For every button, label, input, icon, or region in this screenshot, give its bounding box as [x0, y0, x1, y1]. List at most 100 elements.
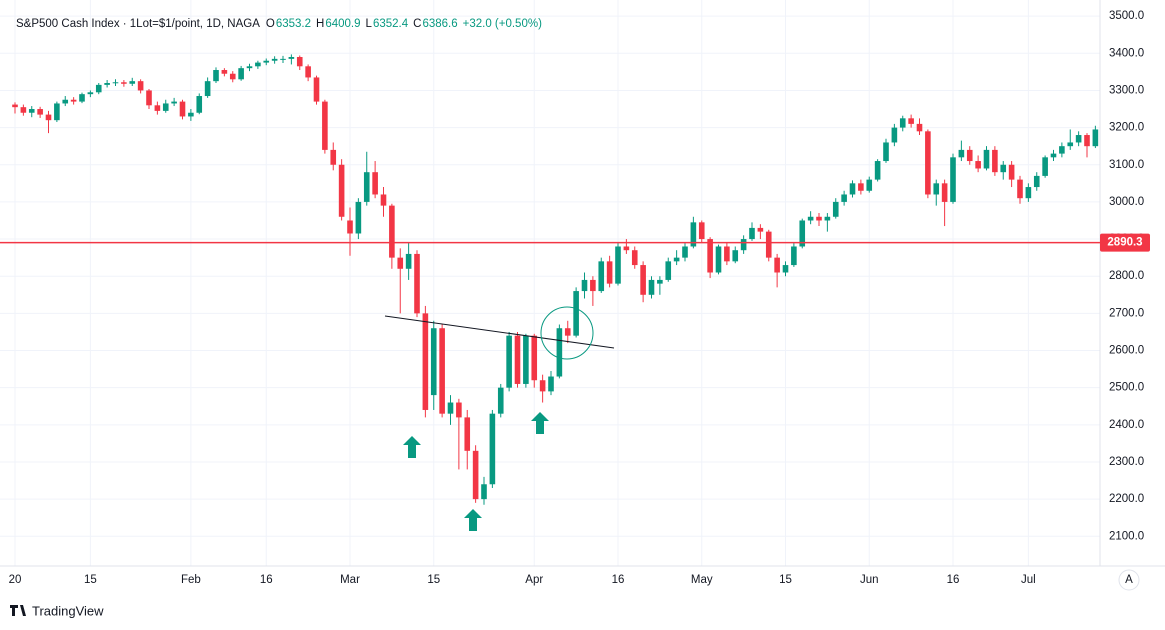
candle-body	[363, 172, 370, 202]
candle-body	[1092, 129, 1099, 147]
y-tick-label: 3200.0	[1109, 122, 1144, 134]
candle-body	[347, 220, 353, 234]
candle-body	[28, 109, 35, 113]
legend-key: L	[366, 18, 373, 30]
candle-body	[858, 183, 864, 191]
candle-body	[464, 417, 471, 451]
candle-body	[983, 149, 990, 169]
x-tick-label: 20	[9, 574, 22, 586]
candle-body	[740, 239, 747, 251]
neckline	[384, 315, 615, 349]
candle-body	[196, 96, 203, 113]
candle-body	[146, 90, 152, 106]
candle-body	[37, 109, 43, 115]
candle-body	[95, 84, 102, 93]
candle-body	[799, 220, 806, 247]
y-tick-label: 2100.0	[1109, 530, 1144, 542]
candle-body	[1050, 153, 1057, 158]
candle-body	[1008, 164, 1015, 180]
candle-body	[732, 250, 739, 262]
candle-body	[263, 60, 270, 63]
y-tick-label: 3100.0	[1109, 159, 1144, 171]
candle-body	[405, 253, 412, 269]
y-tick-label: 2200.0	[1109, 493, 1144, 505]
candle-body	[20, 107, 27, 113]
level-label-box	[1100, 233, 1150, 252]
x-tick-label: Mar	[340, 574, 360, 586]
y-tick-label: 2500.0	[1109, 382, 1144, 394]
candle-body	[62, 99, 69, 104]
candle-body	[221, 70, 228, 74]
legend-key: H	[316, 18, 324, 30]
x-tick-label: 16	[260, 574, 273, 586]
candle-body	[899, 118, 906, 128]
candle-body	[1017, 179, 1023, 199]
candle-body	[372, 172, 378, 195]
candle-body	[1000, 164, 1007, 173]
y-tick-label: 2400.0	[1109, 419, 1144, 431]
chart-title: S&P500 Cash Index · 1Lot=$1/point, 1D, N…	[16, 18, 260, 30]
candle-body	[204, 81, 211, 97]
x-tick-label: 15	[427, 574, 440, 586]
plot	[12, 54, 1099, 505]
arrow-up	[531, 412, 549, 434]
candle-body	[816, 216, 822, 221]
candle-body	[933, 183, 940, 195]
candle-body	[556, 328, 563, 377]
candle-body	[992, 149, 998, 173]
candle-body	[104, 83, 110, 85]
candle-body	[112, 82, 119, 84]
candle-body	[121, 82, 127, 84]
candle-body	[179, 101, 186, 117]
candle-body	[941, 183, 948, 202]
y-tick-label: 3000.0	[1109, 196, 1144, 208]
candle-body	[623, 246, 630, 251]
candle-body	[162, 103, 169, 111]
candle-body	[673, 257, 680, 262]
candle-body	[749, 227, 755, 240]
x-tick-label: Apr	[525, 574, 543, 586]
candle-body	[832, 201, 839, 217]
arrow-up	[464, 509, 482, 531]
candle-body	[841, 194, 847, 202]
candle-body	[573, 291, 579, 336]
x-tick-label: Jul	[1021, 574, 1036, 586]
candle-body	[1033, 175, 1040, 188]
candle-body	[707, 239, 713, 273]
x-tick-label: 15	[84, 574, 97, 586]
candle-body	[925, 131, 931, 195]
candle-body	[648, 279, 655, 295]
candle-body	[891, 127, 898, 143]
candle-body	[564, 328, 571, 336]
level-label: 2890.3	[1107, 237, 1142, 249]
candle-body	[154, 105, 161, 111]
y-tick-label: 3300.0	[1109, 84, 1144, 96]
candle-body	[1042, 157, 1048, 176]
candle-body	[883, 142, 889, 162]
legend-value: 6353.2	[276, 18, 311, 30]
brand-logo	[10, 605, 26, 616]
candle-body	[389, 205, 395, 258]
candle-body	[380, 194, 387, 206]
candle-body	[355, 201, 362, 234]
candle-body	[724, 246, 730, 262]
candle-body	[414, 253, 420, 314]
candle-body	[682, 246, 688, 258]
y-tick-label: 3400.0	[1109, 47, 1144, 59]
candle-body	[1075, 135, 1082, 143]
auto-scale-label[interactable]: A	[1125, 574, 1133, 586]
x-tick-label: May	[691, 574, 713, 586]
candle-body	[171, 101, 177, 104]
candle-body	[791, 246, 797, 266]
candle-body	[975, 161, 981, 169]
x-tick-label: Feb	[181, 574, 201, 586]
candle-body	[606, 261, 613, 284]
candle-body	[338, 164, 345, 217]
y-tick-label: 2800.0	[1109, 270, 1144, 282]
y-tick-label: 2300.0	[1109, 456, 1144, 468]
candle-body	[280, 58, 286, 60]
auto-scale-button[interactable]	[1118, 569, 1140, 591]
candle-body	[506, 335, 512, 388]
candle-body	[188, 112, 194, 117]
